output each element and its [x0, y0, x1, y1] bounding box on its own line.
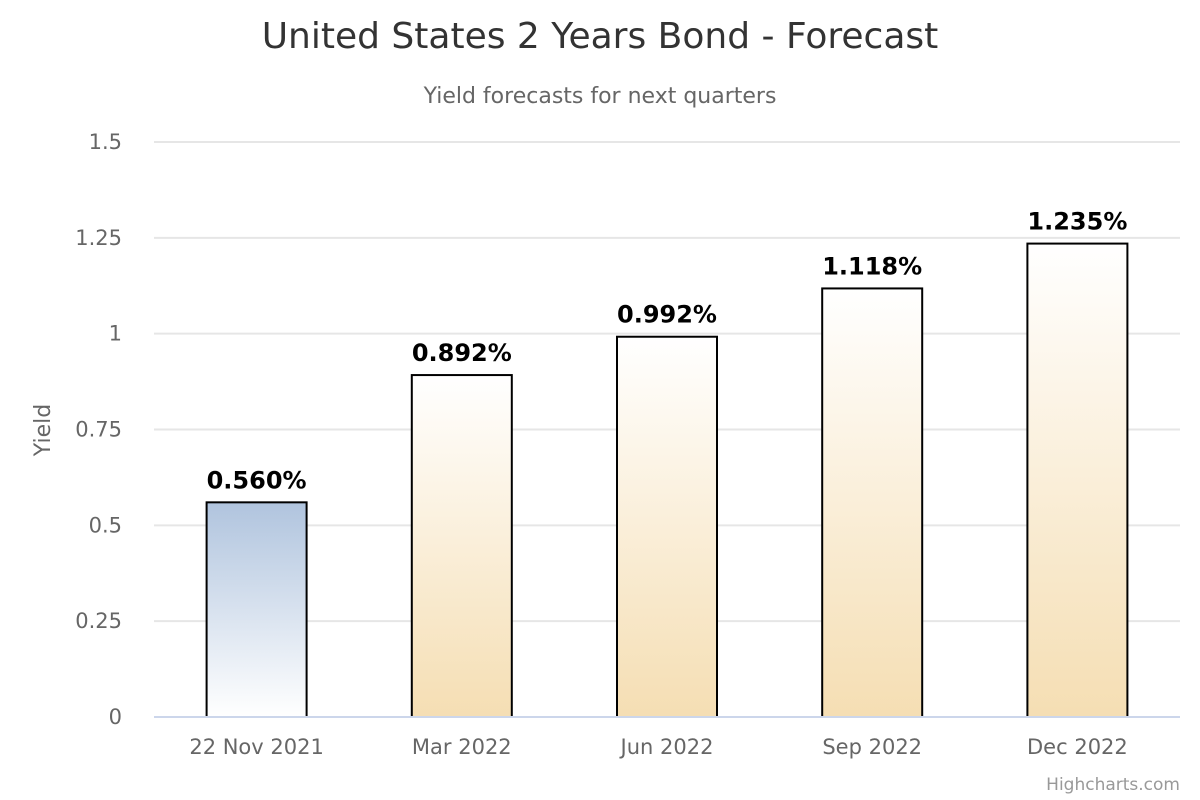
y-axis-title: Yield [31, 404, 56, 457]
bar-forecast[interactable] [821, 287, 924, 718]
data-labels: 0.560% 0.892% 0.992% 1.118% 1.235% [207, 208, 1128, 495]
bar-current[interactable] [205, 501, 308, 719]
y-tick-label: 1 [109, 322, 122, 346]
bar-data-label: 0.560% [207, 466, 307, 494]
y-tick-label: 1.25 [75, 226, 122, 250]
chart-subtitle: Yield forecasts for next quarters [423, 84, 777, 109]
y-tick-label: 0 [109, 705, 122, 729]
bars [205, 242, 1129, 719]
x-tick-label: Mar 2022 [412, 735, 512, 759]
y-tick-label: 0.75 [75, 418, 122, 442]
bar-forecast[interactable] [616, 335, 718, 718]
x-tick-label: Dec 2022 [1027, 735, 1128, 759]
bar-data-label: 0.992% [617, 301, 717, 329]
y-tick-label: 0.5 [89, 513, 122, 537]
y-axis-tick-labels: 0 0.25 0.5 0.75 1 1.25 1.5 [75, 130, 122, 729]
x-tick-label: Sep 2022 [822, 735, 922, 759]
x-tick-label: 22 Nov 2021 [189, 735, 324, 759]
x-tick-label: Jun 2022 [619, 735, 714, 759]
chart-title: United States 2 Years Bond - Forecast [262, 16, 939, 57]
bar-data-label: 0.892% [412, 339, 512, 367]
bar-data-label: 1.235% [1027, 208, 1127, 236]
y-tick-label: 0.25 [75, 609, 122, 633]
bar-forecast[interactable] [1026, 242, 1129, 718]
bar-forecast[interactable] [410, 374, 513, 718]
credits-link[interactable]: Highcharts.com [1046, 775, 1180, 795]
y-tick-label: 1.5 [89, 130, 122, 154]
bar-data-label: 1.118% [822, 252, 922, 280]
x-axis-tick-labels: 22 Nov 2021 Mar 2022 Jun 2022 Sep 2022 Dec 2… [189, 735, 1127, 759]
